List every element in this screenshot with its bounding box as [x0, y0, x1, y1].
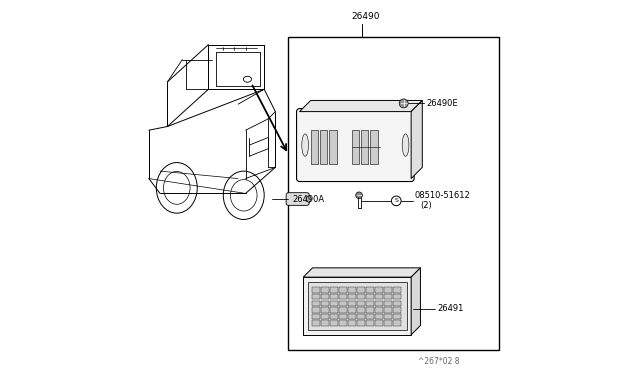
Bar	[357, 314, 365, 319]
Bar	[375, 307, 383, 312]
Bar	[321, 314, 328, 319]
Bar	[348, 307, 356, 312]
Text: 26491: 26491	[437, 304, 463, 313]
Bar	[384, 301, 392, 306]
Bar	[393, 307, 401, 312]
Polygon shape	[303, 268, 420, 277]
Bar	[375, 320, 383, 326]
Bar	[348, 294, 356, 299]
Bar	[312, 307, 319, 312]
Text: 08510-51612: 08510-51612	[414, 191, 470, 200]
Polygon shape	[300, 100, 422, 112]
Bar	[321, 287, 328, 293]
Circle shape	[399, 99, 408, 108]
Bar	[366, 307, 374, 312]
Bar	[310, 130, 318, 164]
Bar	[375, 294, 383, 299]
Bar	[321, 301, 328, 306]
Bar	[339, 307, 347, 312]
Bar	[384, 287, 392, 293]
Bar	[330, 307, 337, 312]
Bar	[312, 320, 319, 326]
Bar	[312, 287, 319, 293]
Bar	[339, 320, 347, 326]
Bar	[375, 287, 383, 293]
Bar	[366, 294, 374, 299]
Bar	[330, 314, 337, 319]
Bar	[330, 301, 337, 306]
Bar	[312, 301, 319, 306]
Bar	[348, 301, 356, 306]
Bar	[312, 294, 319, 299]
Bar	[351, 130, 359, 164]
Bar	[330, 287, 337, 293]
Bar	[348, 314, 356, 319]
Bar	[393, 301, 401, 306]
Bar	[384, 294, 392, 299]
Bar	[393, 287, 401, 293]
Text: 26490A: 26490A	[292, 195, 324, 203]
Bar	[357, 294, 365, 299]
Bar	[308, 282, 406, 330]
Bar	[321, 307, 328, 312]
Bar	[393, 294, 401, 299]
Ellipse shape	[402, 134, 409, 156]
Bar	[393, 320, 401, 326]
Bar	[366, 320, 374, 326]
Bar	[339, 287, 347, 293]
Bar	[384, 307, 392, 312]
Bar	[330, 320, 337, 326]
Bar	[366, 301, 374, 306]
Polygon shape	[411, 268, 420, 335]
Bar	[370, 130, 378, 164]
Bar	[366, 314, 374, 319]
Bar	[339, 294, 347, 299]
Bar	[339, 314, 347, 319]
Bar	[320, 130, 328, 164]
Bar	[375, 301, 383, 306]
Text: (2): (2)	[420, 201, 432, 210]
Bar	[361, 130, 369, 164]
FancyBboxPatch shape	[286, 193, 309, 205]
Bar	[321, 294, 328, 299]
Bar	[289, 37, 499, 350]
Bar	[366, 287, 374, 293]
Text: S: S	[394, 198, 398, 203]
Bar	[330, 130, 337, 164]
Bar	[348, 287, 356, 293]
Bar	[303, 277, 411, 335]
Bar	[330, 294, 337, 299]
Ellipse shape	[307, 196, 311, 202]
Bar	[348, 320, 356, 326]
Text: ^267*02 8: ^267*02 8	[419, 357, 460, 366]
Bar	[393, 314, 401, 319]
Ellipse shape	[302, 134, 308, 156]
Circle shape	[356, 192, 362, 199]
Bar	[357, 307, 365, 312]
Bar	[312, 314, 319, 319]
Bar	[384, 314, 392, 319]
Bar	[339, 301, 347, 306]
Text: 26490E: 26490E	[426, 99, 458, 108]
FancyBboxPatch shape	[296, 109, 414, 182]
Text: 26490: 26490	[351, 12, 380, 21]
Polygon shape	[411, 100, 422, 179]
Bar	[357, 320, 365, 326]
Bar	[321, 320, 328, 326]
Bar	[384, 320, 392, 326]
Bar	[357, 301, 365, 306]
Bar	[375, 314, 383, 319]
Bar	[357, 287, 365, 293]
